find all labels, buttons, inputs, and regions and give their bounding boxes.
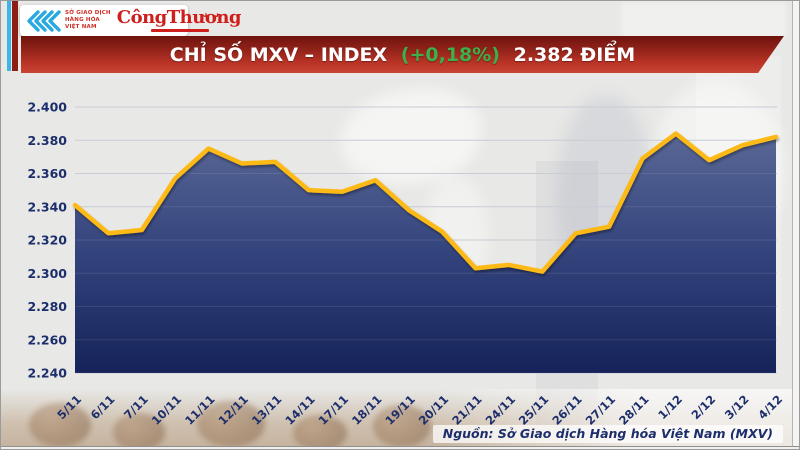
svg-text:6/11: 6/11 [88,392,118,422]
svg-text:18/11: 18/11 [349,392,385,428]
chart-title: CHỈ SỐ MXV – INDEX (+0,18%) 2.382 ĐIỂM [170,44,635,66]
svg-text:12/11: 12/11 [216,392,252,428]
svg-text:5/11: 5/11 [54,392,84,422]
change-badge: (+0,18%) [400,43,500,66]
svg-text:4/12: 4/12 [755,392,785,422]
svg-text:27/11: 27/11 [583,392,619,428]
svg-text:13/11: 13/11 [249,392,285,428]
chart-title-banner: CHỈ SỐ MXV – INDEX (+0,18%) 2.382 ĐIỂM [21,36,784,73]
exchange-name: SỞ GIAO DỊCH HÀNG HÓA VIỆT NAM [65,10,111,31]
exchange-name-line: SỞ GIAO DỊCH [65,10,111,17]
svg-text:28/11: 28/11 [616,392,652,428]
congthuong-strip [150,28,209,33]
svg-text:20/11: 20/11 [416,392,452,428]
svg-text:14/11: 14/11 [282,392,318,428]
congthuong-logo: CôngThương [116,6,242,33]
title-text: CHỈ SỐ MXV – INDEX [169,43,388,66]
svg-text:2.360: 2.360 [27,166,67,181]
svg-text:2.400: 2.400 [27,100,67,115]
svg-text:19/11: 19/11 [382,392,418,428]
svg-text:24/11: 24/11 [483,392,519,428]
mxv-congthuong-logo: SỞ GIAO DỊCH HÀNG HÓA VIỆT NAM CôngThươn… [20,5,242,36]
svg-text:2.300: 2.300 [27,266,67,281]
svg-text:3/12: 3/12 [722,392,752,422]
svg-text:7/11: 7/11 [121,392,151,422]
exchange-name-line: HÀNG HÓA [65,17,100,24]
index-value-text: 2.382 ĐIỂM [513,43,636,66]
svg-text:2.320: 2.320 [27,233,67,248]
svg-text:17/11: 17/11 [316,392,352,428]
exchange-name-line: VIỆT NAM [65,23,97,30]
svg-text:2.340: 2.340 [27,199,67,214]
source-caption: Nguồn: Sở Giao dịch Hàng hóa Việt Nam (M… [432,425,783,443]
svg-text:26/11: 26/11 [549,392,585,428]
svg-text:2.380: 2.380 [27,133,67,148]
mxv-chevrons-icon [27,9,61,32]
svg-text:11/11: 11/11 [182,392,218,428]
svg-text:2.280: 2.280 [27,299,67,314]
congthuong-wordmark: CôngThương [116,6,242,28]
svg-text:10/11: 10/11 [149,392,185,428]
svg-text:2/12: 2/12 [688,392,718,422]
svg-text:2.240: 2.240 [27,366,67,381]
svg-text:21/11: 21/11 [449,392,485,428]
svg-text:2.260: 2.260 [27,332,67,347]
svg-text:25/11: 25/11 [516,392,552,428]
svg-text:1/12: 1/12 [655,392,685,422]
